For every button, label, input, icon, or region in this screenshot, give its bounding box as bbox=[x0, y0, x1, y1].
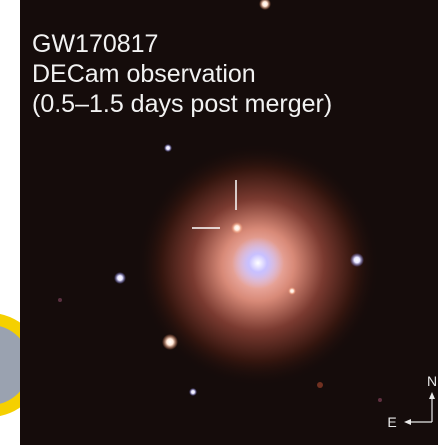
caption-line: DECam observation bbox=[32, 60, 256, 88]
caption-line: (0.5–1.5 days post merger) bbox=[32, 90, 332, 118]
sky-image bbox=[20, 0, 438, 445]
caption-line: GW170817 bbox=[32, 30, 158, 58]
compass: N E bbox=[387, 373, 437, 430]
compass-north: N bbox=[427, 373, 437, 389]
compass-east: E bbox=[387, 414, 396, 430]
